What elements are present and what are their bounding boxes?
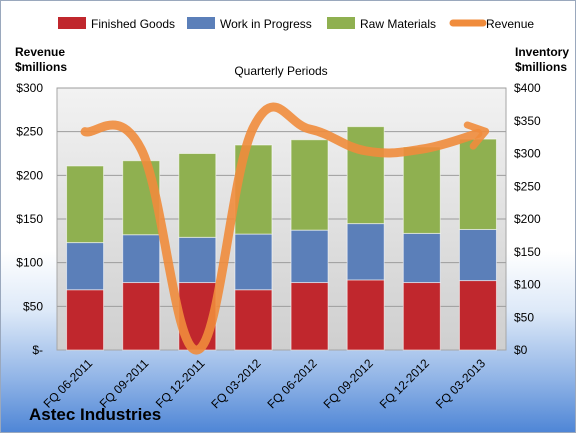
bar-work-in-progress [66,242,105,291]
left-tick-label: $100 [16,256,43,270]
revenue-line-group [80,102,490,355]
legend-item-work-in-progress: Work in Progress [187,17,312,31]
legend-item-finished-goods: Finished Goods [58,17,175,31]
legend-swatch-finished-goods [58,17,86,29]
chart-title: Quarterly Periods [234,64,327,78]
bar-raw-materials [458,138,497,230]
legend-item-revenue: Revenue [449,17,534,31]
bar-raw-materials [290,139,329,231]
bar-work-in-progress [458,228,497,282]
right-tick-label: $400 [514,81,541,95]
right-tick-label: $350 [514,114,541,128]
right-tick-label: $50 [514,310,534,324]
legend-swatch-raw-materials [327,17,355,29]
category-label: FQ 09-2012 [321,356,376,411]
legend-label-finished-goods: Finished Goods [91,17,175,31]
category-label: FQ 06-2011 [41,356,96,411]
right-tick-label: $200 [514,212,541,226]
category-label: FQ 06-2012 [264,356,319,411]
left-tick-label: $300 [16,81,43,95]
left-tick-label: $50 [23,299,43,313]
legend-label-raw-materials: Raw Materials [360,17,436,31]
right-tick-label: $150 [514,245,541,259]
left-axis-title-line2: $millions [15,60,67,74]
right-tick-label: $0 [514,343,528,357]
bar-finished-goods [66,289,105,351]
bar-work-in-progress [402,232,441,284]
bar-raw-materials [346,126,385,225]
left-tick-label: $150 [16,212,43,226]
revenue-line [80,102,483,355]
bar-work-in-progress [178,236,217,284]
company-name: Astec Industries [29,405,162,424]
legend-label-work-in-progress: Work in Progress [220,17,312,31]
category-label: FQ 03-2013 [433,356,488,411]
bar-finished-goods [402,282,441,351]
bar-finished-goods [458,280,497,351]
legend-item-raw-materials: Raw Materials [327,17,436,31]
right-tick-label: $100 [514,278,541,292]
revenue-arrowhead [463,121,490,150]
left-tick-label: $200 [16,168,43,182]
bar-work-in-progress [234,233,273,291]
legend-swatch-work-in-progress [187,17,215,29]
legend: Finished Goods Work in Progress Raw Mate… [58,17,534,31]
right-tick-label: $300 [514,147,541,161]
right-axis-title-line2: $millions [515,60,567,74]
left-tick-label: $- [32,343,43,357]
category-label: FQ 09-2011 [97,356,152,411]
category-label: FQ 12-2012 [377,356,432,411]
bar-raw-materials [178,153,217,238]
right-axis-title-line1: Inventory [515,45,569,59]
bar-finished-goods [122,282,161,351]
category-label: FQ 03-2012 [208,356,263,411]
bar-finished-goods [290,282,329,351]
left-axis-title-line1: Revenue [15,45,65,59]
bar-work-in-progress [346,223,385,281]
bar-finished-goods [234,289,273,351]
legend-label-revenue: Revenue [486,17,534,31]
stacked-bars [66,126,497,351]
bar-finished-goods [346,279,385,351]
bar-raw-materials [402,146,441,234]
bar-work-in-progress [290,229,329,284]
category-label: FQ 12-2011 [153,356,208,411]
right-tick-label: $250 [514,179,541,193]
left-tick-label: $250 [16,125,43,139]
bar-work-in-progress [122,234,161,284]
bar-raw-materials [66,165,105,244]
